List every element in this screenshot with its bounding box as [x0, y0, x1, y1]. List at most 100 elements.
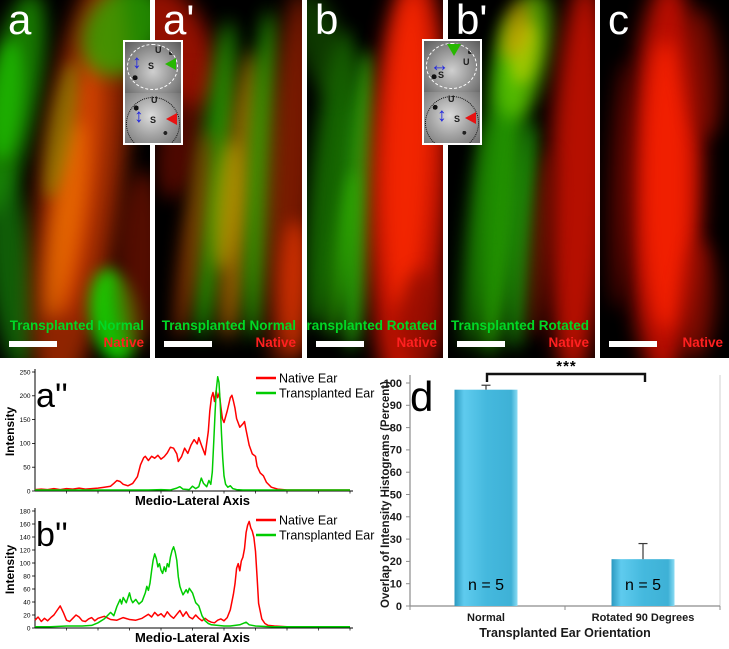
svg-text:100: 100 [384, 378, 402, 390]
svg-text:70: 70 [390, 445, 402, 457]
green-channel-label: Transplanted Normal [161, 318, 296, 333]
svg-text:40: 40 [23, 599, 31, 606]
svg-text:50: 50 [390, 489, 402, 501]
channel-labels: Transplanted Rotated Native [307, 317, 437, 351]
sample-size-label: n = 5 [625, 577, 661, 594]
scale-bar [609, 341, 657, 347]
saccule-label: S [438, 70, 445, 80]
y-axis-label: Intensity [3, 545, 17, 595]
bar-normal [454, 389, 518, 606]
svg-text:120: 120 [20, 547, 31, 554]
svg-text:160: 160 [20, 521, 31, 528]
svg-text:20: 20 [23, 612, 31, 619]
significance-bracket [485, 372, 647, 382]
svg-text:100: 100 [20, 441, 31, 448]
panel-letter-b-prime: b' [456, 0, 488, 43]
x-axis-label: Transplanted Ear Orientation [479, 626, 651, 640]
svg-text:30: 30 [390, 534, 402, 546]
inset-transplanted-ear: U ↕ S [125, 42, 181, 93]
svg-text:10: 10 [390, 579, 402, 591]
red-channel-label: Native [682, 335, 723, 350]
panel-c: c Native [600, 0, 729, 358]
bar-rotated-90-degrees [611, 559, 675, 606]
svg-text:80: 80 [23, 573, 31, 580]
panel-letter-a: a [8, 0, 32, 43]
panel-letter-c: c [608, 0, 629, 43]
green-channel-label: Transplanted Rotated [450, 318, 589, 333]
axis-arrow-icon: ↕ [132, 52, 142, 73]
legend-label: Transplanted Ear [279, 387, 374, 401]
saccule-label: S [454, 114, 461, 124]
transplanted-ear-pointer-icon [165, 58, 176, 70]
scale-bar [457, 341, 505, 347]
svg-text:140: 140 [20, 534, 31, 541]
axis-arrow-icon: ↕ [134, 105, 144, 127]
panel-letter-b: b [315, 0, 339, 43]
fluorescence-image-a-prime [155, 0, 302, 358]
panel-letter-a-prime: a' [163, 0, 195, 43]
category-label: Rotated 90 Degrees [592, 612, 695, 624]
native-ear-curve [34, 520, 350, 628]
channel-labels: Transplanted Rotated Native [451, 317, 589, 351]
svg-text:100: 100 [20, 560, 31, 567]
scale-bar [164, 341, 212, 347]
transplanted-ear-curve [35, 376, 350, 491]
legend-label: Native Ear [279, 372, 337, 386]
x-axis-label: Medio-Lateral Axis [135, 630, 250, 645]
svg-text:50: 50 [23, 465, 31, 472]
red-channel-label: Native [548, 335, 589, 350]
native-ear-curve [34, 389, 350, 491]
red-channel-label: Native [255, 335, 296, 350]
transplanted-ear-pointer-icon [447, 44, 461, 56]
saccule-label: S [148, 61, 155, 71]
chart-panel-letter: a'' [36, 377, 68, 415]
red-channel-label: Native [396, 335, 437, 350]
intensity-histogram-chart-b: 0 20 40 60 80 100 120 140 160 180 Native EarTransp… [3, 508, 374, 645]
red-channel-label: Native [103, 335, 144, 350]
saccule-label: S [150, 114, 157, 125]
svg-text:180: 180 [20, 508, 31, 515]
channel-labels: Transplanted Normal Native [10, 317, 144, 351]
svg-text:60: 60 [390, 467, 402, 479]
axis-arrow-icon: ↕ [437, 105, 447, 126]
scale-bar [9, 341, 57, 347]
utricle-label: U [155, 45, 162, 55]
svg-text:200: 200 [20, 393, 31, 400]
legend-label: Native Ear [279, 514, 337, 528]
svg-text:90: 90 [390, 400, 402, 412]
svg-text:0: 0 [396, 601, 402, 613]
axis-arrow-icon: ↔ [430, 55, 449, 76]
green-channel-label: Transplanted Normal [9, 318, 144, 333]
transplanted-ear-curve [35, 546, 350, 628]
overlap-bar-chart: 0 10 20 30 40 50 60 70 80 90 100 n = 5 Normal n = 5 Ro… [380, 358, 721, 640]
svg-text:80: 80 [390, 422, 402, 434]
orientation-inset-rotated: ↔ S U U ↕ S [422, 39, 482, 145]
inset-transplanted-ear: ↔ S U [424, 41, 480, 92]
svg-text:60: 60 [23, 586, 31, 593]
green-channel-label: Transplanted Rotated [307, 318, 437, 333]
significance-stars: *** [556, 358, 577, 375]
panel-b: b Transplanted Rotated Native [307, 0, 443, 358]
svg-text:250: 250 [20, 369, 31, 376]
y-axis-label: Intensity [3, 407, 17, 457]
svg-text:20: 20 [390, 556, 402, 568]
scale-bar [316, 341, 364, 347]
chart-panel-letter: d [410, 373, 433, 420]
native-ear-pointer-icon [166, 112, 177, 125]
otocyst-outline [126, 96, 180, 143]
channel-labels: Native [682, 334, 723, 351]
legend-label: Transplanted Ear [279, 529, 374, 543]
chart-panel-letter: b'' [36, 516, 68, 554]
y-axis-label: Overlap of Intensity Histograms (Percent… [380, 381, 392, 608]
category-label: Normal [467, 612, 505, 624]
fluorescence-image-b [307, 0, 443, 358]
otocyst-outline [127, 44, 178, 90]
svg-text:150: 150 [20, 417, 31, 424]
native-ear-pointer-icon [465, 112, 476, 124]
svg-text:0: 0 [27, 625, 31, 632]
utricle-label: U [151, 94, 158, 105]
svg-text:0: 0 [27, 488, 31, 495]
inset-native-ear: U ↕ S [125, 92, 181, 143]
